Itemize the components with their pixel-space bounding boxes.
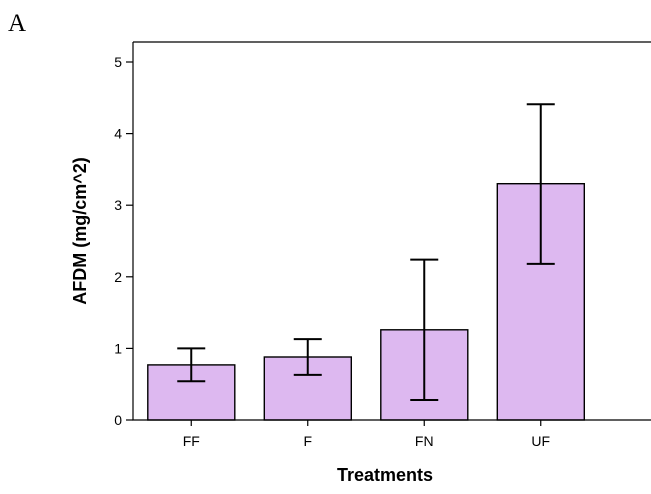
y-tick-label: 4 (114, 126, 122, 142)
y-tick-label: 1 (114, 340, 122, 356)
y-tick-label: 0 (114, 412, 122, 428)
y-axis: 0 1 2 3 4 5 (114, 54, 133, 428)
y-tick-label: 2 (114, 269, 122, 285)
y-tick-label: 3 (114, 197, 122, 213)
x-tick-label: F (303, 433, 312, 449)
x-tick-label: UF (531, 433, 550, 449)
y-axis-title: AFDM (mg/cm^2) (70, 157, 90, 305)
x-axis-title: Treatments (337, 465, 433, 485)
panel-label: A (8, 10, 26, 37)
y-tick-label: 5 (114, 54, 122, 70)
error-bars-group (177, 103, 555, 401)
x-tick-label: FN (415, 433, 434, 449)
x-axis: FF F FN UF (183, 420, 550, 449)
x-tick-label: FF (183, 433, 200, 449)
